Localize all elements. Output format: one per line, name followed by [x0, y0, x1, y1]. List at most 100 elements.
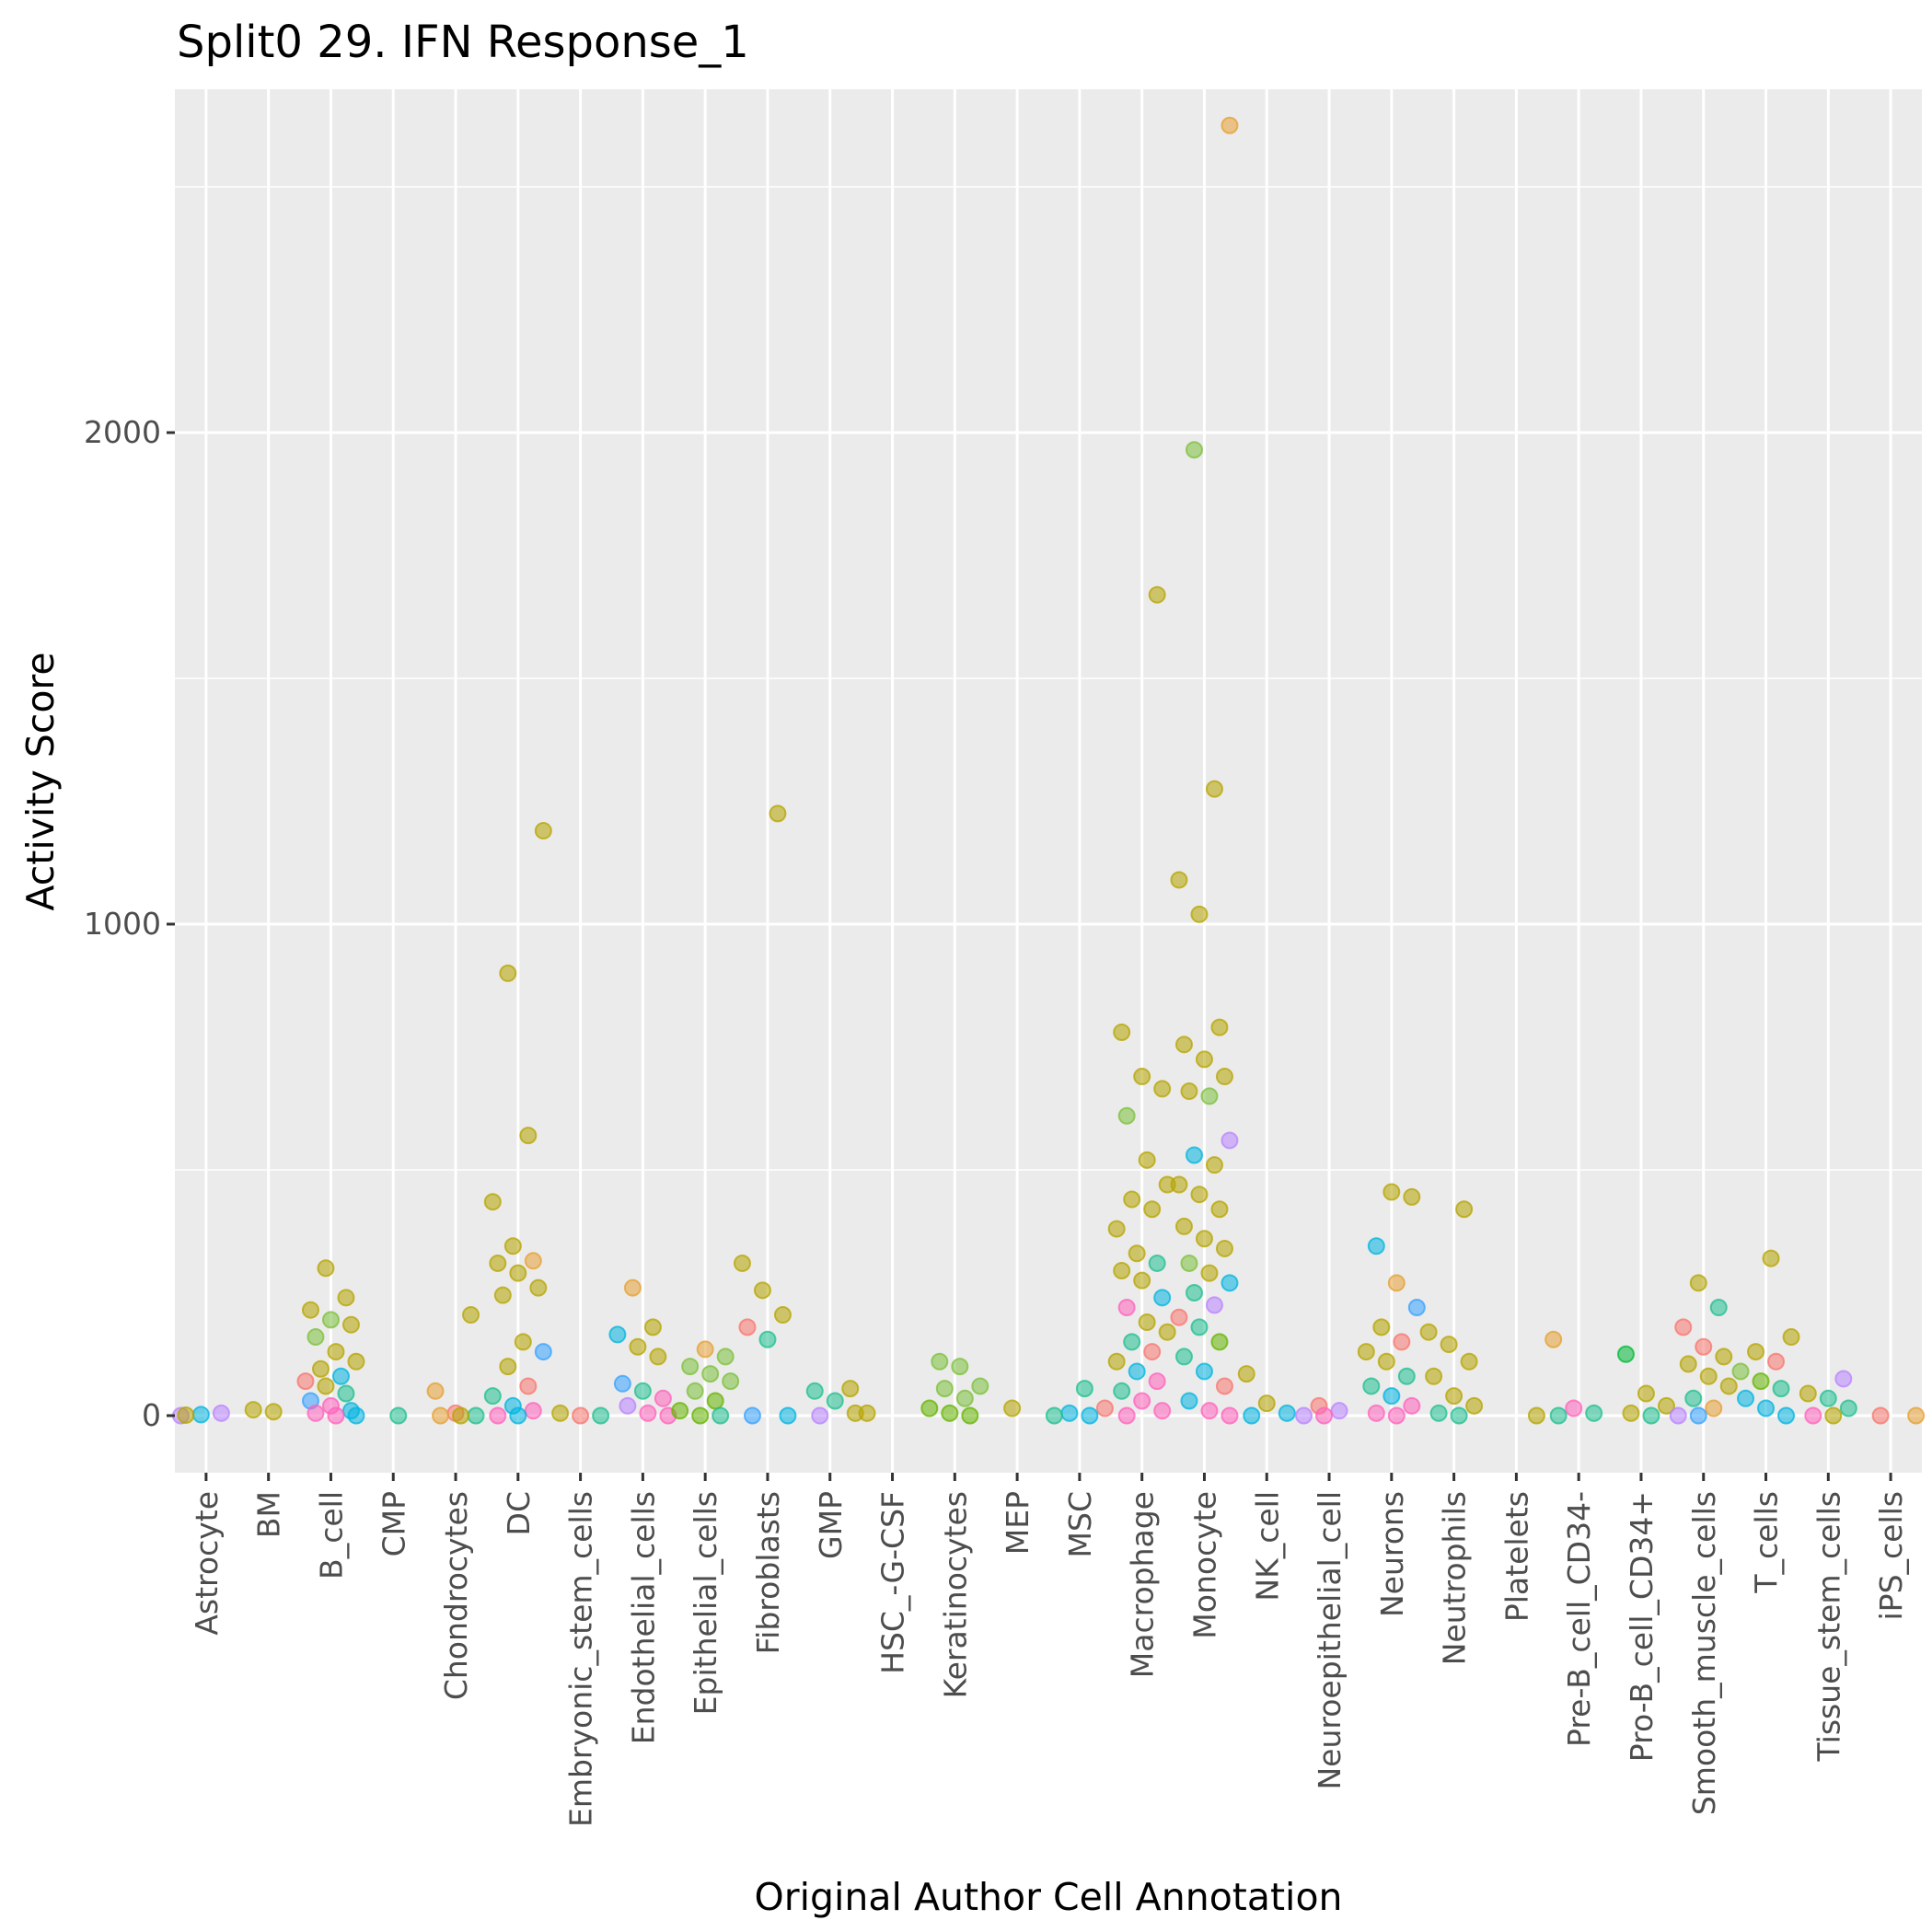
data-point — [773, 1306, 792, 1325]
data-point — [534, 1343, 552, 1361]
data-point — [701, 1365, 720, 1383]
data-point — [483, 1387, 502, 1406]
data-point — [524, 1402, 542, 1420]
data-point — [1367, 1404, 1385, 1422]
data-point — [1221, 1131, 1239, 1150]
data-point — [1243, 1406, 1261, 1425]
data-point — [1450, 1406, 1468, 1425]
data-point — [1195, 1230, 1213, 1248]
data-point — [1190, 1186, 1209, 1204]
data-point — [629, 1337, 647, 1356]
data-point — [1642, 1406, 1660, 1425]
data-point — [1315, 1406, 1334, 1425]
data-point — [1622, 1404, 1640, 1422]
data-point — [779, 1406, 797, 1425]
data-point — [1403, 1396, 1421, 1415]
data-point — [1709, 1299, 1728, 1317]
data-point — [1174, 1348, 1193, 1366]
data-point — [931, 1352, 949, 1371]
data-point — [1123, 1333, 1141, 1351]
y-tick-label: 2000 — [84, 414, 161, 450]
data-point — [1180, 1254, 1198, 1272]
data-point — [1674, 1318, 1693, 1336]
data-point — [961, 1406, 979, 1425]
data-point — [643, 1318, 662, 1336]
data-point — [805, 1382, 824, 1400]
data-points — [171, 116, 1926, 1425]
data-point — [301, 1301, 319, 1319]
data-point — [1367, 1237, 1385, 1255]
data-point — [452, 1406, 470, 1425]
y-tick-label: 0 — [142, 1397, 161, 1433]
data-point — [1585, 1404, 1603, 1422]
data-point — [671, 1402, 689, 1420]
data-point — [321, 1311, 340, 1329]
data-point — [639, 1404, 657, 1422]
data-point — [1185, 1146, 1203, 1164]
data-point — [743, 1406, 761, 1425]
x-tick-label: CMP — [376, 1491, 411, 1556]
data-point — [1158, 1323, 1176, 1341]
data-point — [499, 1358, 517, 1376]
x-tick-label: Chondrocytes — [438, 1491, 474, 1700]
data-point — [1278, 1404, 1296, 1422]
data-point — [1180, 1392, 1198, 1410]
data-point — [1200, 1264, 1219, 1282]
data-point — [1128, 1362, 1146, 1381]
data-point — [608, 1325, 627, 1344]
data-point — [1174, 1035, 1193, 1054]
data-point — [1429, 1404, 1448, 1422]
x-tick-label: Neutrophils — [1437, 1491, 1473, 1665]
data-point — [1772, 1380, 1790, 1398]
x-tick-label: B_cell — [313, 1491, 349, 1579]
data-point — [1185, 441, 1203, 459]
data-point — [1689, 1274, 1707, 1292]
data-point — [1205, 1296, 1223, 1314]
data-point — [1133, 1068, 1151, 1086]
data-point — [858, 1404, 876, 1422]
data-point — [769, 804, 787, 823]
data-point — [1221, 1274, 1239, 1292]
data-point — [1143, 1343, 1162, 1361]
data-point — [1133, 1392, 1151, 1410]
data-point — [1148, 585, 1166, 604]
data-point — [1657, 1396, 1675, 1415]
data-point — [529, 1278, 548, 1297]
data-point — [191, 1406, 210, 1424]
data-point — [1425, 1367, 1443, 1385]
x-tick-label: T_cells — [1749, 1491, 1785, 1594]
data-point — [1075, 1380, 1093, 1398]
data-point — [347, 1352, 365, 1371]
data-point — [1407, 1299, 1426, 1317]
data-point — [691, 1406, 710, 1425]
x-tick-label: Neuroepithelial_cell — [1312, 1491, 1348, 1790]
data-point — [1871, 1406, 1890, 1425]
data-point — [1549, 1406, 1568, 1425]
x-tick-label: Pro-B_cell_CD34+ — [1624, 1491, 1660, 1762]
data-point — [1382, 1183, 1401, 1201]
data-point — [1215, 1377, 1233, 1395]
data-point — [1170, 1308, 1188, 1326]
data-point — [1799, 1384, 1817, 1403]
data-point — [1377, 1352, 1395, 1371]
data-point — [1679, 1355, 1697, 1373]
data-point — [1210, 1333, 1229, 1351]
data-point — [1839, 1399, 1857, 1417]
data-point — [716, 1348, 735, 1366]
data-point — [1107, 1352, 1126, 1371]
x-tick-label: Tissue_stem_cells — [1811, 1491, 1846, 1762]
data-point — [1372, 1318, 1391, 1336]
x-tick-label: NK_cell — [1249, 1491, 1285, 1602]
data-point — [649, 1348, 667, 1366]
data-point — [337, 1384, 355, 1403]
data-point — [1824, 1406, 1843, 1425]
data-point — [1527, 1406, 1545, 1425]
data-point — [1195, 1362, 1213, 1381]
data-point — [462, 1306, 480, 1325]
data-point — [1757, 1399, 1776, 1417]
data-point — [1117, 1299, 1136, 1317]
data-point — [1107, 1220, 1126, 1238]
data-point — [1143, 1200, 1162, 1219]
x-tick-label: BM — [251, 1491, 287, 1538]
